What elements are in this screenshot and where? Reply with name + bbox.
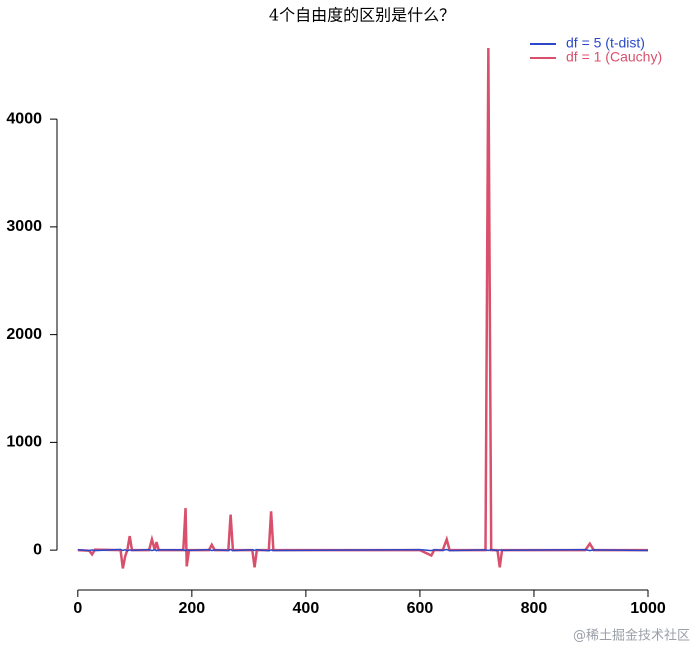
y-tick-label: 0 [33,541,42,558]
legend-label: df = 1 (Cauchy) [566,49,662,65]
y-tick-label: 4000 [6,110,42,127]
y-tick-label: 3000 [6,218,42,235]
x-tick-label: 200 [178,600,205,617]
y-tick-label: 2000 [6,326,42,343]
y-tick-label: 1000 [6,434,42,451]
chart-title: 4个自由度的区别是什么？ [269,6,455,25]
x-tick-label: 0 [73,600,82,617]
x-tick-label: 800 [521,600,548,617]
x-tick-label: 600 [407,600,434,617]
x-tick-label: 400 [293,600,320,617]
watermark: @稀土掘金技术社区 [573,628,690,644]
series-line [77,548,649,552]
legend-label: df = 5 (t-dist) [566,35,645,51]
series-line [77,47,648,569]
x-tick-label: 1000 [630,600,666,617]
